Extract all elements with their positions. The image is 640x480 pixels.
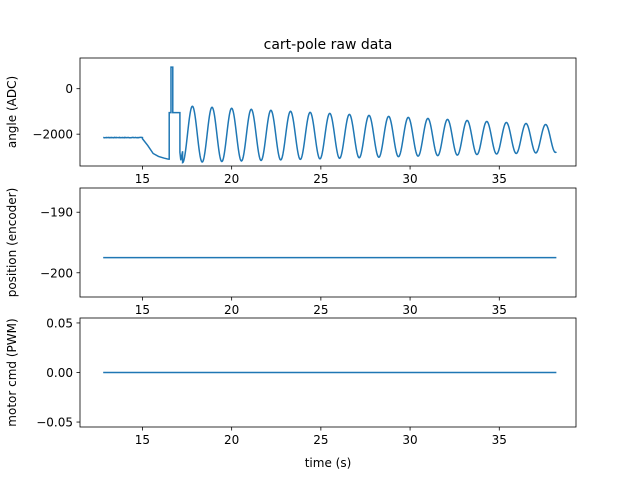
y-tick-label: −2000: [32, 128, 73, 142]
angle-subplot: 15 20 25 30 35 0 −2000 angle (ADC): [5, 57, 577, 186]
x-tick-label: 35: [492, 303, 507, 317]
figure-title: cart-pole raw data: [264, 37, 393, 53]
x-tick-label: 30: [402, 172, 417, 186]
x-tick-label: 25: [313, 303, 328, 317]
y-tick-label: −190: [40, 206, 73, 220]
x-tick-label: 25: [313, 433, 328, 447]
y-tick-label: −200: [40, 266, 73, 280]
y-tick-label: 0: [65, 82, 73, 96]
y-tick-label: 0.00: [46, 366, 73, 380]
x-tick-label: 30: [402, 433, 417, 447]
x-tick-label: 20: [224, 433, 239, 447]
y-tick-label: 0.05: [46, 316, 73, 330]
motor-cmd-subplot: 15 20 25 30 35 0.05 0.00 −0.05 motor cmd (PWM) ti…: [5, 316, 577, 470]
y-axis-label: angle (ADC): [5, 76, 19, 148]
x-axis-label: time (s): [305, 456, 352, 470]
x-tick-label: 30: [402, 303, 417, 317]
position-axes-frame: [79, 187, 577, 298]
angle-axes-frame: [79, 57, 577, 167]
y-tick-label: −0.05: [36, 416, 73, 430]
x-tick-label: 20: [224, 303, 239, 317]
x-tick-label: 35: [492, 172, 507, 186]
x-tick-label: 20: [224, 172, 239, 186]
x-tick-label: 15: [135, 303, 150, 317]
x-tick-label: 15: [135, 433, 150, 447]
y-axis-label: position (encoder): [5, 188, 19, 298]
angle-series-line: [103, 66, 557, 164]
position-subplot: 15 20 25 30 35 −190 −200 position (encoder): [5, 187, 577, 317]
x-tick-label: 15: [135, 172, 150, 186]
y-axis-label: motor cmd (PWM): [5, 318, 19, 426]
x-tick-label: 35: [492, 433, 507, 447]
x-tick-label: 25: [313, 172, 328, 186]
